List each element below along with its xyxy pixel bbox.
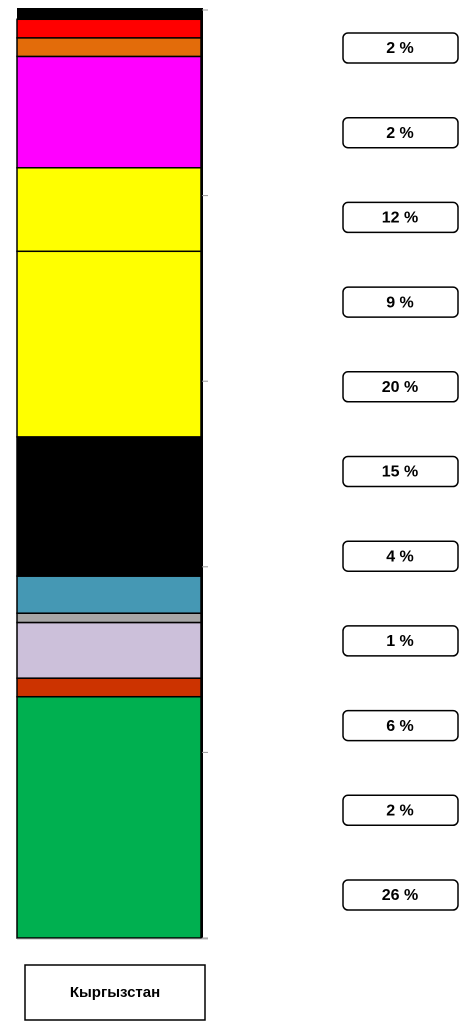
bar-segment [16, 250, 202, 438]
value-label-box [342, 540, 459, 572]
value-label-box [342, 32, 459, 64]
value-label: 15 % [382, 464, 418, 481]
value-label-box [342, 879, 459, 911]
value-label-box [342, 201, 459, 234]
value-label-box [342, 455, 459, 488]
value-label: 4 % [386, 548, 414, 565]
value-label: 2 % [386, 125, 414, 142]
bar-segment [16, 575, 202, 614]
bar-segment [16, 55, 202, 169]
bar-segment [16, 612, 202, 624]
value-label-box [342, 625, 459, 657]
bar-segment [16, 436, 202, 577]
value-label: 26 % [382, 887, 418, 904]
value-label: 1 % [386, 633, 414, 650]
value-label: 2 % [386, 40, 414, 57]
value-label: 2 % [386, 803, 414, 820]
value-label: 12 % [382, 210, 418, 227]
value-label-box [342, 116, 459, 149]
bar-segment [16, 167, 202, 253]
value-label: 9 % [386, 294, 414, 311]
value-label-box [342, 286, 459, 318]
value-label-box [342, 709, 459, 742]
value-label-box [342, 794, 459, 827]
value-label-box [342, 371, 459, 403]
value-label: 20 % [382, 379, 418, 396]
category-box [24, 964, 206, 1021]
bar-segment [16, 695, 202, 939]
bar-segment [16, 677, 202, 698]
bar-segment [16, 18, 202, 39]
x-tick-label: Кыргызстан [70, 984, 160, 1001]
value-label: 6 % [386, 718, 414, 735]
bar-segment [16, 621, 202, 679]
bar-segment [16, 37, 202, 58]
